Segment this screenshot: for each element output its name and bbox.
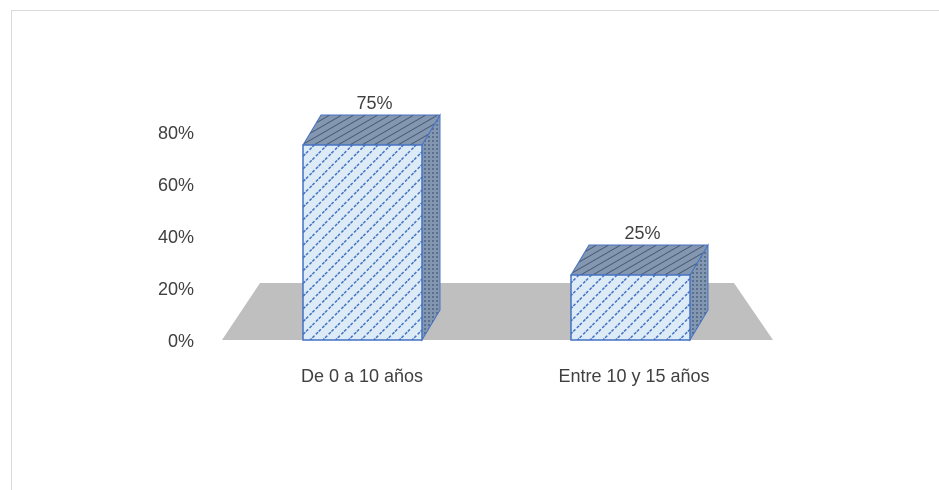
data-label: 75% (356, 93, 392, 113)
y-tick-label: 60% (158, 175, 194, 195)
y-tick-label: 40% (158, 227, 194, 247)
x-category-label: De 0 a 10 años (301, 366, 423, 386)
data-label: 25% (624, 223, 660, 243)
x-axis-labels: De 0 a 10 años Entre 10 y 15 años (301, 366, 710, 386)
bar-top-face (302, 114, 441, 146)
bar-front-face (302, 144, 423, 341)
y-tick-label: 0% (168, 331, 194, 351)
bar: 25% (570, 223, 709, 342)
x-category-label: Entre 10 y 15 años (558, 366, 709, 386)
bar-top-face (570, 244, 709, 276)
bar: 75% (302, 93, 441, 342)
bar-side-face (421, 113, 441, 342)
bars: 75% 25% (302, 93, 709, 342)
y-tick-label: 20% (158, 279, 194, 299)
bar-front-face (570, 274, 691, 341)
y-tick-label: 80% (158, 123, 194, 143)
chart-area (11, 10, 939, 490)
y-axis-ticks: 0% 20% 40% 60% 80% (158, 123, 194, 351)
